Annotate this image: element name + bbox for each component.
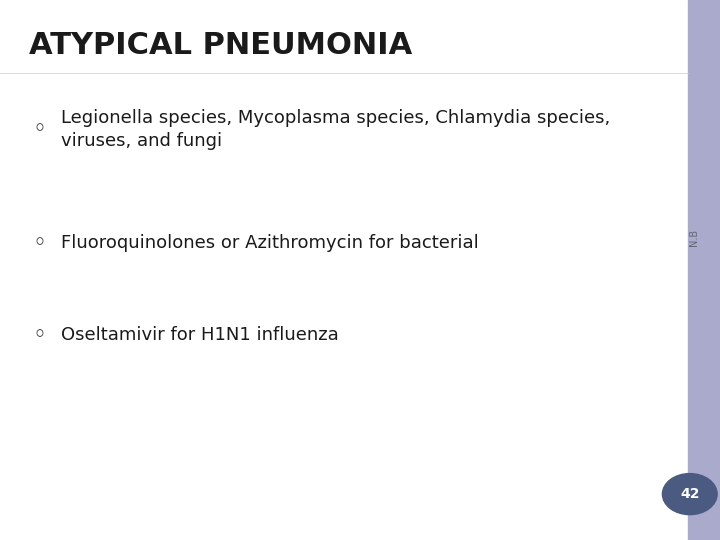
Text: Legionella species, Mycoplasma species, Chlamydia species,
viruses, and fungi: Legionella species, Mycoplasma species, … xyxy=(61,109,611,150)
Text: Fluoroquinolones or Azithromycin for bacterial: Fluoroquinolones or Azithromycin for bac… xyxy=(61,234,479,252)
Text: Oseltamivir for H1N1 influenza: Oseltamivir for H1N1 influenza xyxy=(61,326,339,344)
Circle shape xyxy=(662,474,717,515)
Text: ◦: ◦ xyxy=(32,323,47,347)
Text: 42: 42 xyxy=(680,487,700,501)
Text: N.B: N.B xyxy=(689,229,699,246)
Text: ◦: ◦ xyxy=(32,231,47,255)
Text: ATYPICAL PNEUMONIA: ATYPICAL PNEUMONIA xyxy=(29,31,412,60)
Text: ◦: ◦ xyxy=(32,118,47,141)
Bar xyxy=(688,0,720,540)
